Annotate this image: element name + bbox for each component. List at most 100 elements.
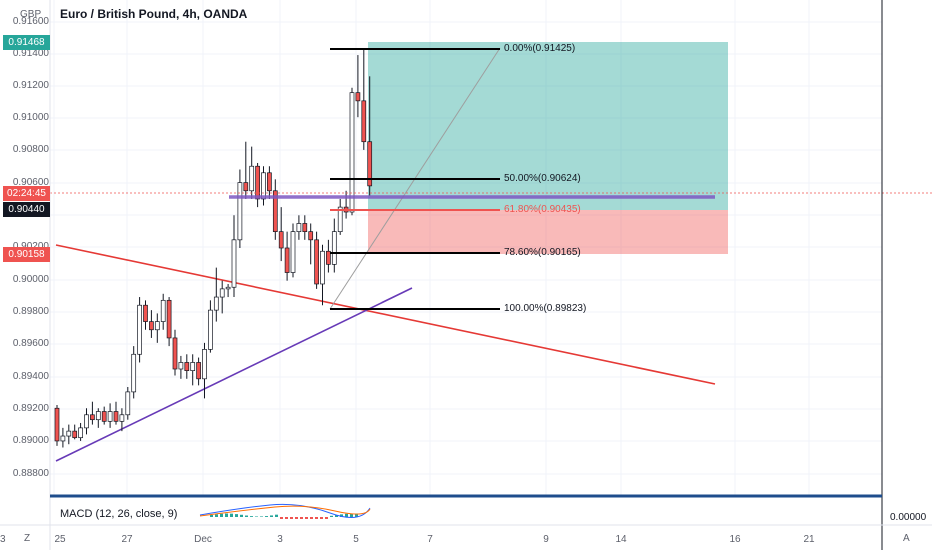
candle-body <box>54 407 60 442</box>
macd-bar <box>325 517 328 519</box>
macd-bar <box>280 517 283 519</box>
candle-body <box>90 414 95 421</box>
candle-body <box>178 362 184 370</box>
auto-scale-button[interactable]: A <box>903 533 910 544</box>
candle-body <box>278 231 284 249</box>
macd-value: 0.00000 <box>890 512 927 523</box>
candle-body <box>154 321 160 331</box>
price-tick: 0.90800 <box>12 144 49 155</box>
candle-body <box>272 190 278 232</box>
candle-body <box>225 286 231 290</box>
fib-label-786: 78.60%(0.90165) <box>504 247 581 258</box>
price-tick: 0.90200 <box>0 241 49 252</box>
candle-body <box>337 206 343 232</box>
time-tick: 21 <box>803 534 815 545</box>
price-tick: 0.89000 <box>12 435 49 446</box>
price-label-top: 0.91468 <box>3 35 50 50</box>
macd-bar <box>215 514 218 517</box>
candle-body <box>149 321 154 331</box>
macd-bar <box>305 517 308 519</box>
macd-bar <box>245 515 248 517</box>
loss-zone <box>368 210 728 254</box>
price-tick: 0.89200 <box>12 403 49 414</box>
macd-bar <box>265 516 268 517</box>
macd-bar <box>250 516 253 517</box>
candle-body <box>160 299 166 322</box>
macd-bar <box>355 513 358 517</box>
candle-body <box>267 172 272 192</box>
candle-body <box>84 414 89 429</box>
candle-body <box>231 239 237 288</box>
candle-body <box>361 100 367 143</box>
candle-body <box>367 141 373 187</box>
macd-bar <box>290 517 293 519</box>
candle-body <box>107 411 113 422</box>
macd-bar <box>260 516 263 517</box>
time-tick: Dec <box>194 534 212 545</box>
fib-label-100: 100.00%(0.89823) <box>504 303 587 314</box>
macd-bar <box>240 514 243 517</box>
price-tick: 0.91400 <box>12 48 49 59</box>
candle-body <box>308 231 314 241</box>
price-tick: 0.91600 <box>12 16 49 27</box>
candle-body <box>290 231 296 273</box>
macd-label[interactable]: MACD (12, 26, close, 9) <box>60 508 178 520</box>
macd-histogram <box>199 503 371 519</box>
candle-body <box>60 435 66 442</box>
chart-title: Euro / British Pound, 4h, OANDA <box>60 7 248 21</box>
candle-body <box>355 92 361 102</box>
macd-bar <box>285 517 288 519</box>
candle-body <box>137 304 142 355</box>
candle-body <box>302 223 308 232</box>
candle-body <box>202 349 207 380</box>
macd-bar <box>310 517 313 519</box>
candle-body <box>314 239 319 285</box>
fib-label-50: 50.00%(0.90624) <box>504 173 581 184</box>
candle-body <box>219 288 225 298</box>
candle-body <box>237 182 243 241</box>
trend-line-down <box>55 244 716 385</box>
candle-body <box>331 231 337 265</box>
candle-body <box>131 353 137 393</box>
fib-label-0: 0.00%(0.91425) <box>504 43 576 54</box>
price-tick: 0.89800 <box>12 306 49 317</box>
candle-body <box>243 182 249 192</box>
fib-label-618: 61.80%(0.90435) <box>504 204 581 215</box>
macd-bar <box>330 515 333 517</box>
candle-body <box>66 430 72 437</box>
candle-body <box>78 427 83 439</box>
time-tick: 7 <box>427 534 433 545</box>
countdown-label: 02:24:45 <box>3 186 50 201</box>
signal-line <box>199 505 371 517</box>
time-tick: 16 <box>729 534 741 545</box>
macd-bar <box>230 513 233 517</box>
price-tick: 0.88800 <box>12 468 49 479</box>
macd-bar <box>275 514 278 517</box>
macd-line <box>199 503 371 518</box>
candle-body <box>296 223 302 232</box>
time-tick: 3 <box>277 534 283 545</box>
candle-body <box>213 296 219 311</box>
macd-bar <box>300 517 303 519</box>
price-tick: 0.91200 <box>12 80 49 91</box>
candle-body <box>326 250 331 265</box>
price-tick: 0.89400 <box>12 371 49 382</box>
candle-body <box>255 165 260 200</box>
candle-body <box>166 299 172 339</box>
timezone-button[interactable]: Z <box>24 533 31 544</box>
price-tick: 0.90000 <box>12 274 49 285</box>
macd-bar <box>295 517 298 519</box>
candle-body <box>249 165 255 192</box>
price-label-stop: 0.90158 <box>3 247 50 262</box>
candle-body <box>184 362 190 371</box>
candle-body <box>101 411 107 422</box>
candle-body <box>208 309 213 350</box>
macd-bar <box>220 513 223 517</box>
macd-bar <box>335 515 338 517</box>
candle-body <box>172 337 178 370</box>
trend-line-up <box>55 287 413 462</box>
price-tick: 0.90600 <box>12 177 49 188</box>
macd-bar <box>255 516 258 517</box>
macd-bar <box>210 515 213 517</box>
